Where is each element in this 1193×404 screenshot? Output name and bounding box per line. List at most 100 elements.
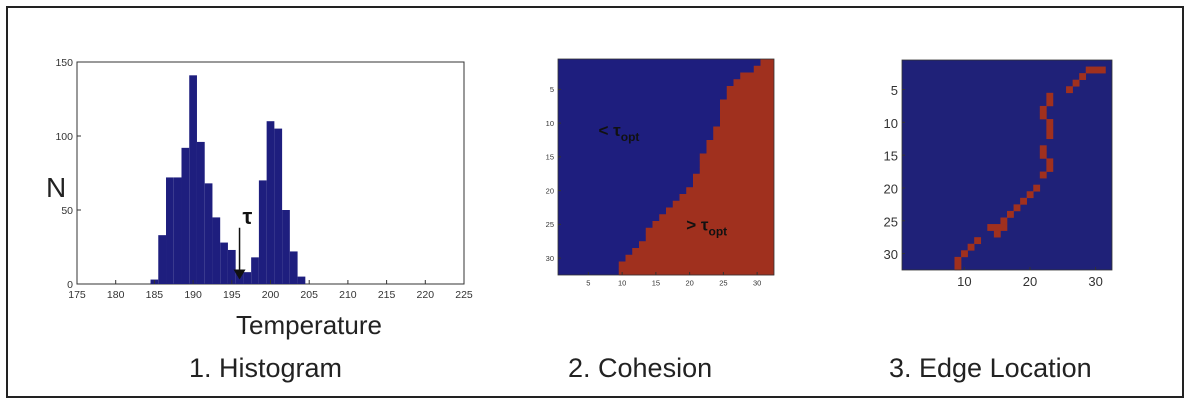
cohesion-y-tick-label: 30 [546, 254, 554, 263]
edge-cell [1013, 204, 1021, 212]
y-tick-label: 50 [61, 205, 73, 217]
cohesion-chart: 5 10 15 20 25 30 5 10 15 20 25 30 < τopt > τopt [546, 58, 775, 288]
edge-y-tick-label: 10 [884, 116, 898, 131]
histogram-bar [204, 183, 213, 284]
cohesion-red-row [713, 133, 774, 141]
cohesion-threshold-label: > τopt [686, 215, 727, 238]
histogram-bar [189, 75, 197, 284]
histogram-xlabel: Temperature [236, 310, 382, 340]
cohesion-red-row [760, 59, 774, 67]
cohesion-x-tick-label: 30 [753, 279, 761, 288]
cohesion-red-row [720, 113, 774, 121]
cohesion-y-tick-label: 15 [546, 153, 554, 162]
edge-cell [1046, 99, 1054, 107]
x-tick-label: 185 [146, 289, 164, 301]
x-tick-label: 205 [300, 289, 318, 301]
cohesion-y-tick-label: 25 [546, 220, 554, 229]
edge-cell [1039, 171, 1047, 179]
cohesion-red-row [679, 194, 774, 202]
edge-y-tick-label: 25 [884, 214, 898, 229]
cohesion-red-row [740, 72, 774, 80]
cohesion-red-row [659, 214, 774, 222]
histogram-bar [251, 257, 259, 284]
edge-cell [1046, 125, 1054, 133]
x-tick-label: 210 [339, 289, 357, 301]
edge-cell [1000, 224, 1008, 231]
cohesion-red-row [645, 234, 774, 242]
edge-y-tick-label: 20 [884, 181, 898, 196]
x-tick-label: 190 [184, 289, 202, 301]
caption-cohesion: 2. Cohesion [568, 353, 713, 383]
edge-cell [974, 237, 982, 245]
cohesion-red-row [720, 99, 774, 107]
cohesion-red-row [726, 92, 774, 100]
x-tick-label: 200 [262, 289, 280, 301]
edge-x-tick-label: 10 [957, 274, 971, 289]
histogram-bar [173, 177, 182, 284]
histogram-bar [297, 276, 306, 284]
cohesion-red-row [625, 254, 774, 262]
cohesion-red-row [639, 241, 774, 249]
histogram-bar [274, 128, 283, 284]
tau-label: τ [243, 204, 253, 229]
edge-cell [987, 224, 995, 231]
histogram-ylabel: N [46, 172, 67, 203]
cohesion-red-row [706, 140, 774, 148]
edge-cell [993, 230, 1001, 238]
edge-cell [1039, 112, 1047, 120]
edge-cell [1066, 86, 1073, 94]
cohesion-threshold-label: < τopt [599, 121, 640, 144]
edge-cell [1046, 158, 1054, 166]
edge-cell [993, 224, 1001, 231]
x-tick-label: 215 [378, 289, 396, 301]
edge-y-tick-label: 30 [884, 247, 898, 262]
x-tick-label: 180 [107, 289, 125, 301]
cohesion-red-row [699, 160, 774, 168]
histogram-bar [181, 147, 190, 284]
cohesion-x-tick-label: 10 [618, 279, 626, 288]
caption-histogram: 1. Histogram [189, 353, 343, 383]
y-tick-label: 0 [67, 279, 73, 291]
cohesion-red-row [693, 180, 774, 188]
cohesion-red-row [733, 79, 774, 87]
cohesion-x-tick-label: 25 [719, 279, 727, 288]
histogram-bar [220, 242, 228, 284]
cohesion-red-row [666, 207, 774, 215]
edge-y-tick-label: 15 [884, 149, 898, 164]
histogram-chart: 175 180 185 190 195 200 205 210 215 220 225 0 50 100 1… [55, 57, 472, 301]
edge-cell [1039, 145, 1047, 153]
cohesion-red-row [693, 173, 774, 181]
edge-cell [1020, 197, 1027, 205]
cohesion-red-row [720, 119, 774, 127]
edge-cell [1079, 73, 1087, 80]
cohesion-y-tick-label: 5 [550, 85, 554, 94]
histogram-bar [289, 251, 298, 284]
cohesion-red-row [618, 268, 774, 276]
edge-cell [954, 256, 962, 264]
histogram-bar [243, 272, 252, 284]
y-tick-label: 150 [55, 57, 73, 69]
cohesion-red-row [652, 221, 774, 229]
edge-cell [1046, 165, 1054, 172]
edge-x-tick-label: 30 [1088, 274, 1102, 289]
histogram-bar [258, 180, 267, 284]
edge-cell [1000, 217, 1008, 225]
cohesion-x-tick-label: 5 [586, 279, 590, 288]
histogram-bar [266, 121, 275, 284]
figure-frame [6, 6, 1184, 398]
cohesion-border [557, 58, 775, 276]
cohesion-y-tick-label: 20 [546, 186, 554, 195]
x-tick-label: 175 [68, 289, 86, 301]
edge-cell [1039, 105, 1047, 113]
x-tick-label: 195 [223, 289, 241, 301]
cohesion-red-row [706, 146, 774, 154]
cohesion-red-row [699, 167, 774, 175]
caption-edge: 3. Edge Location [889, 353, 1092, 383]
edge-cell [967, 243, 975, 251]
cohesion-red-row [618, 261, 774, 269]
edge-cell [961, 250, 968, 258]
edge-location-chart: 10 20 30 5 10 15 20 25 30 [884, 59, 1113, 289]
histogram-bar [227, 249, 236, 284]
x-tick-label: 220 [417, 289, 435, 301]
edge-x-tick-label: 20 [1023, 274, 1037, 289]
